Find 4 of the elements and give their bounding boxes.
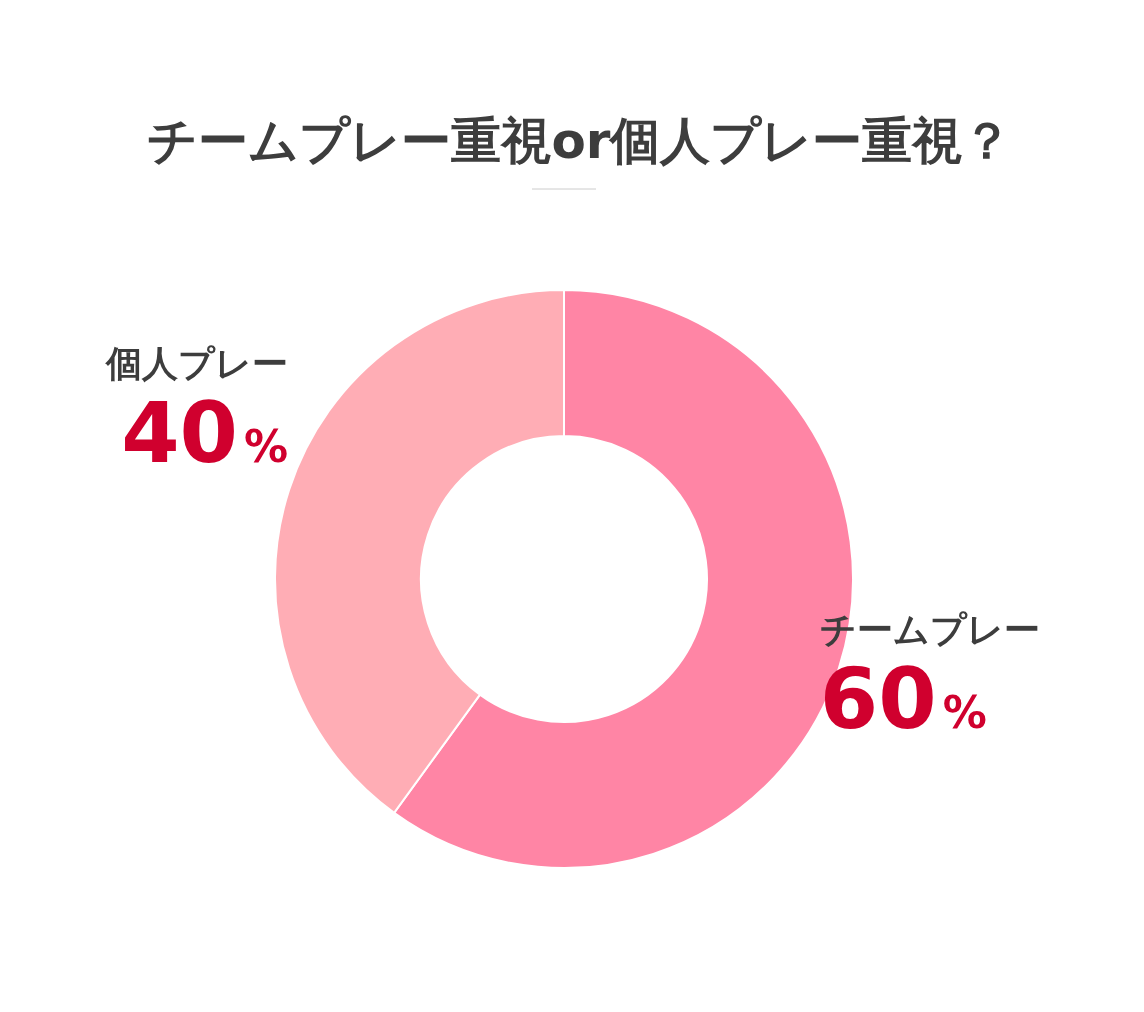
- data-label: 40%: [121, 383, 289, 482]
- data-label: 60%: [819, 650, 987, 749]
- slice-label: 個人プレー: [104, 342, 289, 384]
- chart-title: チームプレー重視or個人プレー重視？: [147, 112, 1013, 170]
